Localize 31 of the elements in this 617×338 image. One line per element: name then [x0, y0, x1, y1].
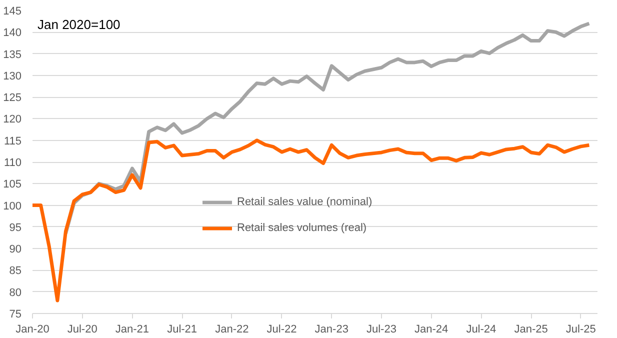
y-tick-label: 90	[9, 244, 22, 256]
x-tick-label: Jul-25	[566, 324, 596, 336]
legend-label: Retail sales value (nominal)	[237, 196, 372, 208]
y-tick-label: 75	[9, 308, 22, 320]
legend-label: Retail sales volumes (real)	[237, 222, 367, 234]
y-tick-label: 110	[4, 157, 22, 169]
y-tick-label: 100	[3, 200, 22, 212]
y-tick-label: 95	[9, 222, 22, 234]
x-tick-label: Jan-25	[514, 324, 548, 336]
y-tick-label: 135	[3, 48, 22, 61]
x-tick-label: Jul-22	[266, 324, 297, 336]
y-tick-label: 130	[3, 70, 22, 82]
x-tick-label: Jan-21	[115, 324, 150, 336]
y-tick-label: 115	[4, 135, 22, 148]
x-tick-label: Jan-20	[16, 324, 50, 336]
y-tick-label: 125	[3, 92, 22, 104]
x-tick-label: Jan-23	[314, 324, 348, 336]
y-tick-label: 145	[3, 6, 22, 18]
y-tick-label: 105	[3, 178, 22, 191]
y-tick-label: 80	[9, 286, 22, 299]
annotation: Jan 2020=100	[38, 16, 120, 32]
y-tick-label: 85	[9, 265, 22, 278]
y-tick-label: 140	[3, 27, 22, 40]
y-tick-label: 120	[3, 114, 22, 126]
x-tick-label: Jul-23	[366, 324, 396, 336]
x-tick-label: Jul-21	[167, 324, 198, 336]
x-tick-label: Jul-20	[67, 324, 98, 336]
x-tick-label: Jul-24	[466, 324, 496, 336]
x-tick-label: Jan-24	[414, 324, 448, 336]
line-series	[32, 138, 591, 302]
x-tick-label: Jan-22	[215, 324, 249, 336]
